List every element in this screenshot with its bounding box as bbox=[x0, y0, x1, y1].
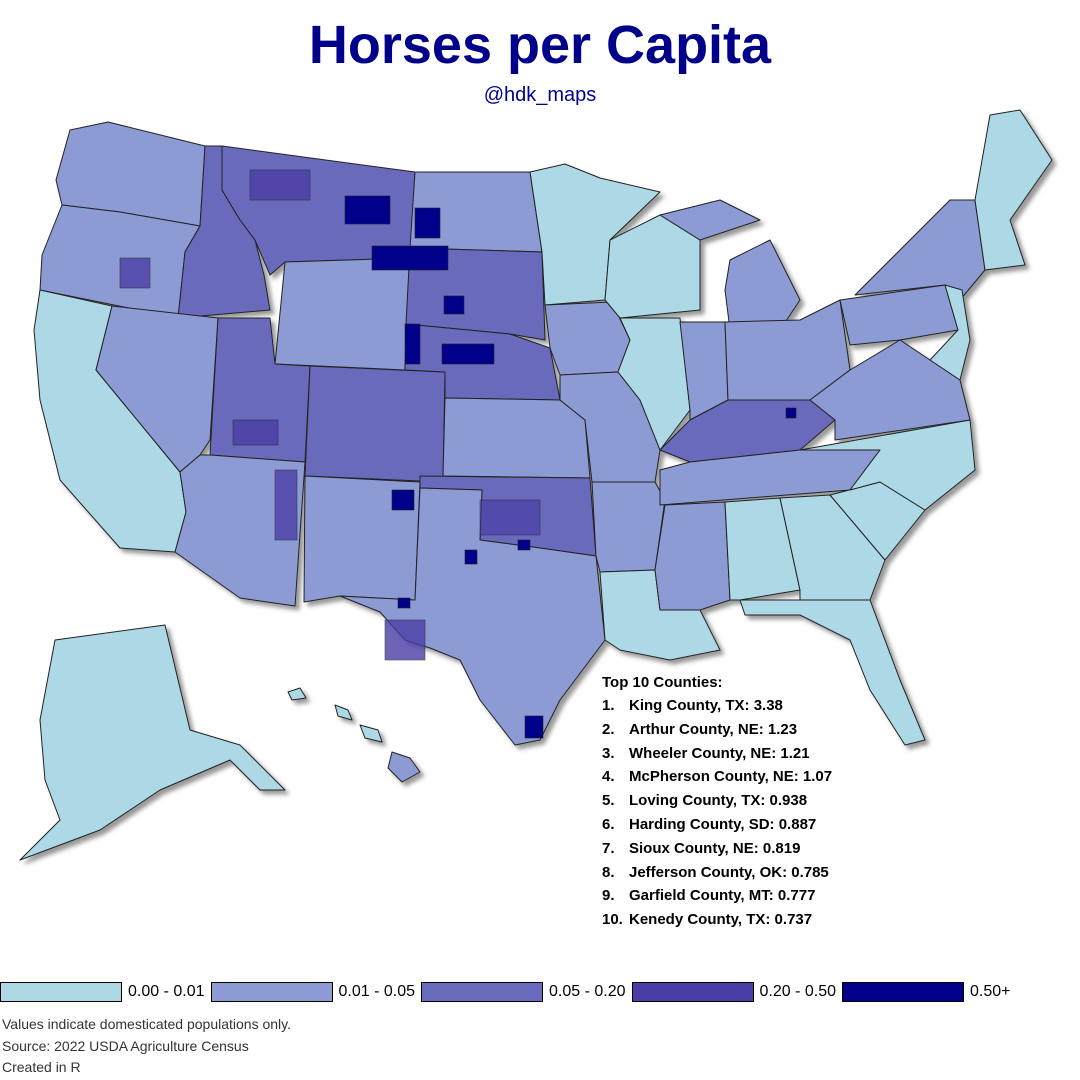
hotspot-harding-sd bbox=[414, 207, 441, 239]
state-arizona bbox=[174, 454, 306, 607]
top10-item: 7. Sioux County, NE: 0.819 bbox=[602, 839, 801, 857]
map-title: Horses per Capita bbox=[308, 15, 772, 75]
top10-item: 4. McPherson County, NE: 1.07 bbox=[602, 768, 833, 786]
midtone-montana bbox=[249, 169, 311, 201]
legend-swatch bbox=[842, 982, 964, 1002]
map-legend: 0.00 - 0.01 0.01 - 0.05 0.05 - 0.20 0.20… bbox=[0, 982, 1016, 1002]
midtone-nm bbox=[274, 469, 298, 541]
midtone-oregon bbox=[119, 257, 151, 289]
map-subtitle: @hdk_maps bbox=[483, 84, 597, 106]
midtone-colorado bbox=[232, 419, 279, 446]
state-alaska bbox=[19, 624, 286, 861]
footnote-credit: Created in R bbox=[2, 1059, 81, 1075]
state-kansas bbox=[442, 397, 591, 479]
legend-item: 0.01 - 0.05 bbox=[210, 982, 422, 1002]
legend-label: 0.01 - 0.05 bbox=[338, 983, 416, 1000]
hotspot-loving-tx bbox=[397, 597, 411, 609]
top10-heading: Top 10 Counties: bbox=[602, 674, 723, 691]
legend-item: 0.00 - 0.01 bbox=[0, 982, 211, 1002]
top10-item: 1. King County, TX: 3.38 bbox=[602, 697, 783, 714]
hotspot-sioux-ne bbox=[404, 323, 421, 365]
hotspot-western-sd bbox=[371, 245, 449, 271]
state-north-carolina bbox=[799, 419, 976, 511]
hotspot-kentucky bbox=[785, 407, 797, 419]
footnote-source: Source: 2022 USDA Agriculture Census bbox=[2, 1037, 249, 1054]
top10-item: 6. Harding County, SD: 0.887 bbox=[602, 815, 817, 833]
midtone-west-texas bbox=[384, 619, 426, 661]
legend-item: 0.05 - 0.20 bbox=[421, 982, 632, 1002]
state-mid-atlantic bbox=[929, 284, 971, 381]
top10-list: Top 10 Counties: 1. King County, TX: 3.38… bbox=[602, 674, 832, 935]
top10-item: 3. Wheeler County, NE: 1.21 bbox=[602, 744, 810, 762]
state-alabama bbox=[724, 497, 801, 601]
state-pennsylvania bbox=[839, 284, 959, 346]
hotspot-garfield-mt bbox=[344, 195, 391, 225]
footnotes: Values indicate domesticated populations… bbox=[2, 1014, 291, 1079]
state-wyoming bbox=[274, 257, 411, 371]
legend-swatch bbox=[421, 982, 543, 1002]
top10-item: 8. Jefferson County, OK: 0.785 bbox=[602, 863, 829, 881]
legend-label: 0.05 - 0.20 bbox=[549, 983, 626, 1000]
state-florida bbox=[739, 599, 926, 746]
legend-swatch bbox=[631, 982, 754, 1002]
legend-label: 0.50+ bbox=[970, 983, 1011, 1000]
hotspot-nebraska-north bbox=[443, 295, 465, 315]
hotspot-king-tx bbox=[464, 549, 478, 565]
hotspot-kenedy-tx bbox=[524, 715, 544, 739]
state-south-dakota bbox=[405, 247, 546, 341]
top10-item: 10. Kenedy County, TX: 0.737 bbox=[602, 911, 813, 929]
legend-swatch bbox=[0, 982, 122, 1002]
top10-item: 2. Arthur County, NE: 1.23 bbox=[602, 720, 798, 738]
top10-item: 9. Garfield County, MT: 0.777 bbox=[602, 887, 816, 905]
legend-item: 0.50+ bbox=[842, 982, 1016, 1002]
top10-item: 5. Loving County, TX: 0.938 bbox=[602, 792, 808, 810]
state-hawaii-islands bbox=[287, 687, 383, 743]
state-hawaii bbox=[387, 751, 421, 783]
midtone-oklahoma bbox=[479, 499, 541, 536]
legend-swatch bbox=[210, 982, 333, 1002]
state-mississippi bbox=[654, 501, 731, 611]
legend-label: 0.20 - 0.50 bbox=[759, 983, 837, 1000]
hotspot-cimarron bbox=[391, 489, 415, 511]
state-arkansas bbox=[591, 481, 666, 573]
hotspot-sandhills-ne bbox=[441, 343, 495, 365]
state-new-york bbox=[854, 199, 986, 301]
hotspot-jefferson-ok bbox=[517, 539, 531, 551]
footnote-domesticated: Values indicate domesticated populations… bbox=[2, 1016, 291, 1032]
legend-item: 0.20 - 0.50 bbox=[631, 982, 843, 1002]
state-colorado bbox=[304, 365, 446, 483]
legend-label: 0.00 - 0.01 bbox=[128, 983, 205, 1000]
state-new-england bbox=[974, 109, 1053, 271]
state-virginia bbox=[809, 339, 971, 441]
us-choropleth-map bbox=[19, 109, 1053, 861]
